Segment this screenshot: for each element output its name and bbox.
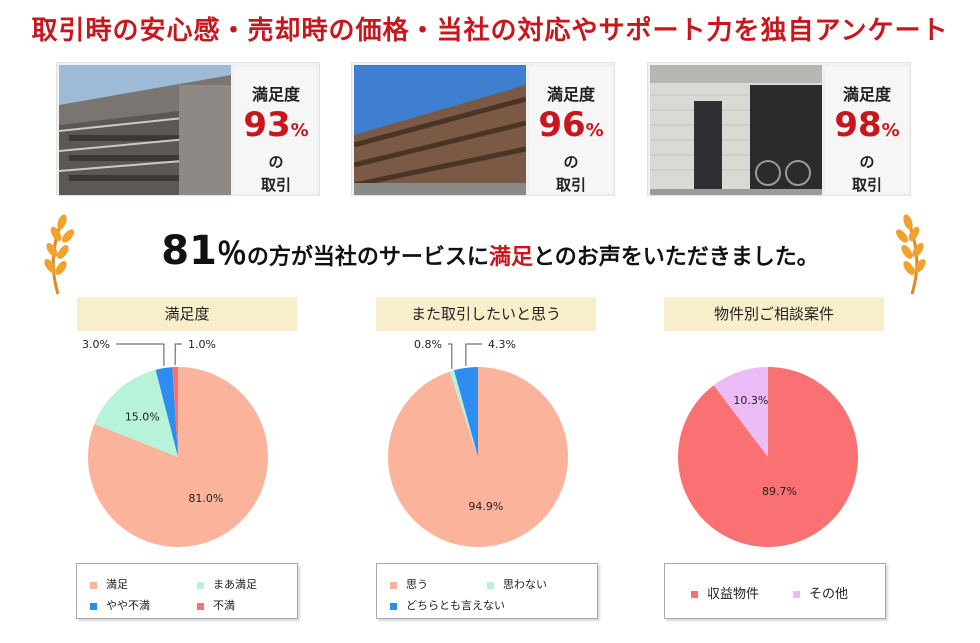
- badge-percent: 98%: [834, 105, 900, 145]
- badge-particle: の: [563, 153, 579, 171]
- callout-line: [448, 343, 453, 369]
- apartment-photo-2: [354, 65, 526, 195]
- legend-swatch: [691, 591, 698, 598]
- slice-value-label: 0.8%: [414, 338, 442, 351]
- legend-swatch: [487, 581, 494, 589]
- legend-item: 満足: [90, 576, 128, 592]
- legend-swatch: [390, 602, 397, 610]
- legend-item: 収益物件: [691, 583, 759, 602]
- slice-value-label: 3.0%: [82, 338, 110, 351]
- pie-slice: [87, 367, 268, 547]
- legend-repeat: 思う 思わない どちらとも言えない: [376, 563, 598, 619]
- pie-slice: [172, 367, 178, 457]
- legend-swatch: [90, 602, 97, 610]
- pie-slice: [94, 369, 178, 457]
- wheat-left-icon: [44, 214, 74, 295]
- legend-item: その他: [793, 583, 848, 602]
- legend-item: 不満: [197, 597, 235, 613]
- callout-line: [116, 343, 165, 367]
- tagline-number: 81: [161, 228, 217, 274]
- result-card-3: 満足度 98% の 取引: [647, 62, 911, 196]
- pie-slice: [453, 367, 478, 457]
- legend-item: まあ満足: [197, 576, 257, 592]
- slice-value-label: 15.0%: [125, 410, 160, 423]
- result-card-2: 満足度 96% の 取引: [351, 62, 615, 196]
- badge-top-label: 満足度: [251, 85, 300, 104]
- chart-title-repeat: また取引したいと思う: [376, 297, 596, 331]
- badge-particle: の: [268, 153, 284, 171]
- pie-chart-repeat: 94.9% 0.8% 4.3%: [388, 338, 568, 547]
- chart-title-property-type: 物件別ご相談案件: [664, 297, 884, 331]
- satisfaction-badge-3: 満足度 98% の 取引: [826, 67, 908, 194]
- pie-slice: [155, 367, 178, 457]
- legend-satisfaction: 満足 まあ満足 やや不満 不満: [76, 563, 298, 619]
- legend-item: どちらとも言えない: [390, 597, 505, 613]
- pie-slice: [449, 370, 478, 457]
- wheat-right-icon: [896, 214, 926, 295]
- slice-value-label: 81.0%: [188, 492, 223, 505]
- legend-swatch: [197, 581, 204, 589]
- pie-chart-satisfaction: 81.0% 15.0% 3.0% 1.0%: [82, 338, 268, 547]
- satisfaction-badge-1: 満足度 93% の 取引: [235, 67, 317, 194]
- slice-value-label: 10.3%: [733, 394, 768, 407]
- legend-item: やや不満: [90, 597, 150, 613]
- legend-item: 思う: [390, 576, 428, 592]
- slice-value-label: 89.7%: [762, 485, 797, 498]
- page-headline: 取引時の安心感・売却時の価格・当社の対応やサポート力を独自アンケート: [31, 16, 949, 46]
- legend-property-type: 収益物件 その他: [664, 563, 886, 619]
- callout-line: [174, 343, 182, 366]
- legend-swatch: [390, 581, 397, 589]
- apartment-photo-3: [650, 65, 822, 195]
- pie-chart-property-type: 89.7% 10.3%: [678, 367, 858, 547]
- slice-value-label: 4.3%: [488, 338, 516, 351]
- callout-line: [465, 343, 482, 366]
- badge-particle: の: [859, 153, 875, 171]
- badge-bottom-label: 取引: [851, 176, 882, 194]
- legend-swatch: [197, 602, 204, 610]
- apartment-photo-1: [59, 65, 231, 195]
- badge-percent: 93%: [243, 105, 309, 145]
- pie-slice: [713, 367, 768, 457]
- tagline-text-2: とのお声をいただきました。: [532, 245, 819, 270]
- badge-percent: 96%: [538, 105, 604, 145]
- tagline-percent: ％: [216, 237, 247, 272]
- badge-top-label: 満足度: [842, 85, 891, 104]
- slice-value-label: 1.0%: [188, 338, 216, 351]
- legend-item: 思わない: [487, 576, 547, 592]
- satisfaction-tagline: 81％の方が当社のサービスに満足とのお声をいただきました。: [0, 228, 980, 274]
- slice-value-label: 94.9%: [468, 500, 503, 513]
- tagline-highlight: 満足: [488, 245, 533, 270]
- chart-title-satisfaction: 満足度: [77, 297, 297, 331]
- badge-bottom-label: 取引: [555, 176, 586, 194]
- satisfaction-badge-2: 満足度 96% の 取引: [530, 67, 612, 194]
- legend-swatch: [90, 581, 97, 589]
- tagline-text-1: の方が当社のサービスに: [246, 245, 489, 270]
- legend-swatch: [793, 591, 800, 598]
- badge-top-label: 満足度: [546, 85, 595, 104]
- badge-bottom-label: 取引: [260, 176, 291, 194]
- result-card-1: 満足度 93% の 取引: [56, 62, 320, 196]
